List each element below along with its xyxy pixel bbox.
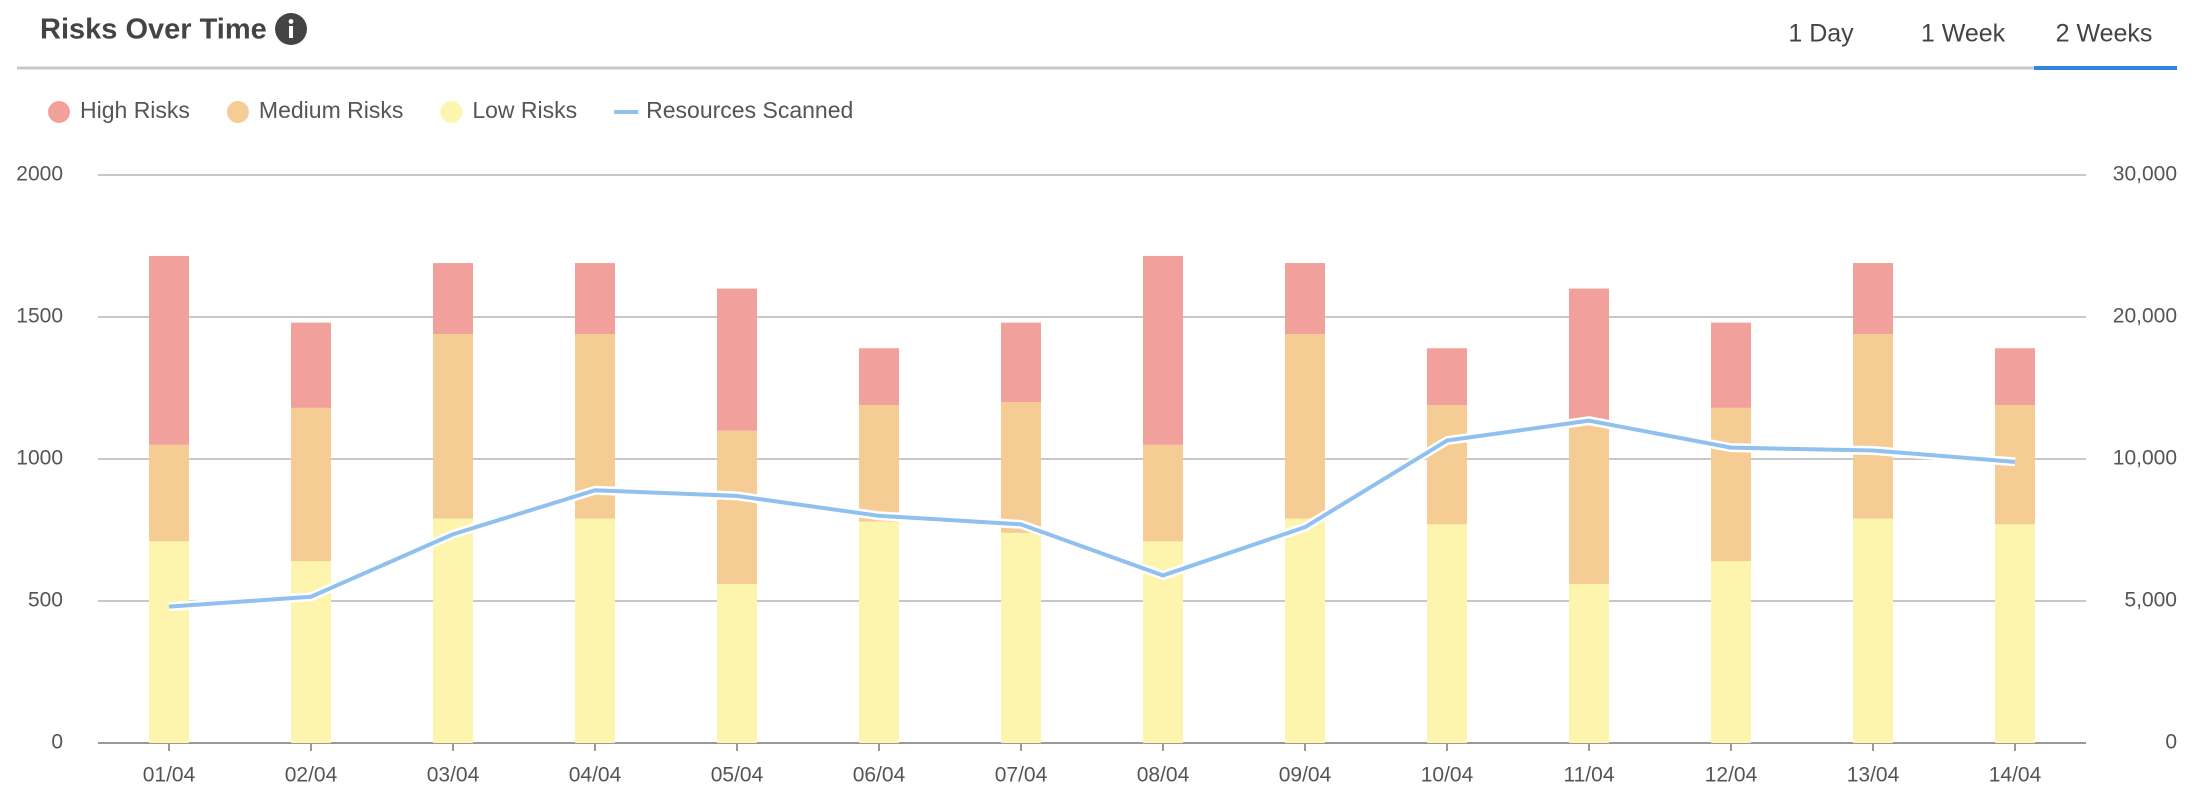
y-tick-label: 500	[28, 589, 63, 612]
bar-segment	[575, 263, 615, 335]
legend-label: Medium Risks	[259, 97, 403, 123]
y-tick-label: 0	[51, 731, 63, 754]
bar-segment	[1853, 518, 1893, 743]
bar-segment	[149, 444, 189, 542]
tab[interactable]: 1 Day	[1788, 20, 1854, 48]
bar-segment	[1427, 405, 1467, 525]
x-tick-label: 14/04	[1989, 764, 2042, 787]
legend-swatch	[226, 101, 249, 123]
x-tick-label: 04/04	[569, 764, 622, 787]
bar-segment	[1285, 263, 1325, 335]
bar-segment	[1143, 255, 1183, 445]
bar-segment	[717, 288, 757, 431]
bar-segment	[1569, 424, 1609, 584]
bar-segment	[575, 518, 615, 743]
bar-segment	[149, 541, 189, 743]
chart-title: Risks Over Time	[40, 14, 267, 46]
tab[interactable]: 1 Week	[1921, 20, 2006, 48]
bar-segment	[1001, 532, 1041, 743]
bar-segment	[1995, 524, 2035, 743]
y-tick-label: 2000	[16, 163, 63, 186]
y2-tick-label: 30,000	[2113, 163, 2177, 186]
bar-segment	[433, 334, 473, 519]
info-icon[interactable]	[275, 13, 307, 45]
x-tick-label: 05/04	[711, 764, 764, 787]
bar-segment	[717, 583, 757, 743]
bar-segment	[1853, 263, 1893, 335]
bar-segment	[433, 518, 473, 743]
line-series	[168, 418, 2016, 609]
bar-segment	[433, 263, 473, 335]
y2-tick-label: 20,000	[2113, 305, 2177, 328]
bar-segment	[1711, 322, 1751, 408]
x-tick-label: 01/04	[143, 764, 196, 787]
bar-segment	[1569, 288, 1609, 425]
legend-label: High Risks	[80, 97, 190, 123]
info-icon-bar	[289, 26, 293, 38]
x-tick-label: 02/04	[285, 764, 338, 787]
bar-segment	[1143, 444, 1183, 542]
legend-swatch	[440, 101, 463, 123]
y2-tick-label: 0	[2165, 731, 2177, 754]
x-tick-label: 07/04	[995, 764, 1048, 787]
bar-segment	[1711, 561, 1751, 743]
y2-tick-label: 10,000	[2113, 447, 2177, 470]
x-tick-label: 13/04	[1847, 764, 1900, 787]
tab[interactable]: 2 Weeks	[2056, 20, 2153, 48]
bar-segment	[859, 348, 899, 406]
bar-segment	[717, 430, 757, 584]
x-tick-label: 08/04	[1137, 764, 1190, 787]
x-tick-label: 09/04	[1279, 764, 1332, 787]
bar-segment	[291, 322, 331, 408]
x-tick-label: 06/04	[853, 764, 906, 787]
y2-tick-label: 5,000	[2124, 589, 2177, 612]
y-tick-label: 1000	[16, 447, 63, 470]
bar-segment	[1001, 402, 1041, 533]
x-tick-label: 10/04	[1421, 764, 1474, 787]
bar-segment	[1001, 322, 1041, 403]
bar-segment	[149, 255, 189, 445]
bar-segment	[859, 405, 899, 522]
bar-segment	[1711, 407, 1751, 562]
bar-segment	[1427, 348, 1467, 406]
bar-segment	[1427, 524, 1467, 743]
bar-segment	[1285, 518, 1325, 743]
bar-segment	[1995, 348, 2035, 406]
legend-label: Resources Scanned	[646, 97, 853, 123]
x-tick-label: 12/04	[1705, 764, 1758, 787]
bar-segment	[291, 407, 331, 562]
bar-segment	[859, 521, 899, 743]
x-tick-label: 11/04	[1564, 764, 1615, 787]
legend-swatch	[48, 101, 70, 123]
bar-segment	[1285, 334, 1325, 519]
legend-label: Low Risks	[472, 97, 577, 123]
x-tick-label: 03/04	[427, 764, 480, 787]
y-tick-label: 1500	[16, 305, 63, 328]
bar-segment	[1853, 334, 1893, 519]
info-icon-dot	[288, 19, 294, 24]
bar-segment	[1569, 583, 1609, 743]
